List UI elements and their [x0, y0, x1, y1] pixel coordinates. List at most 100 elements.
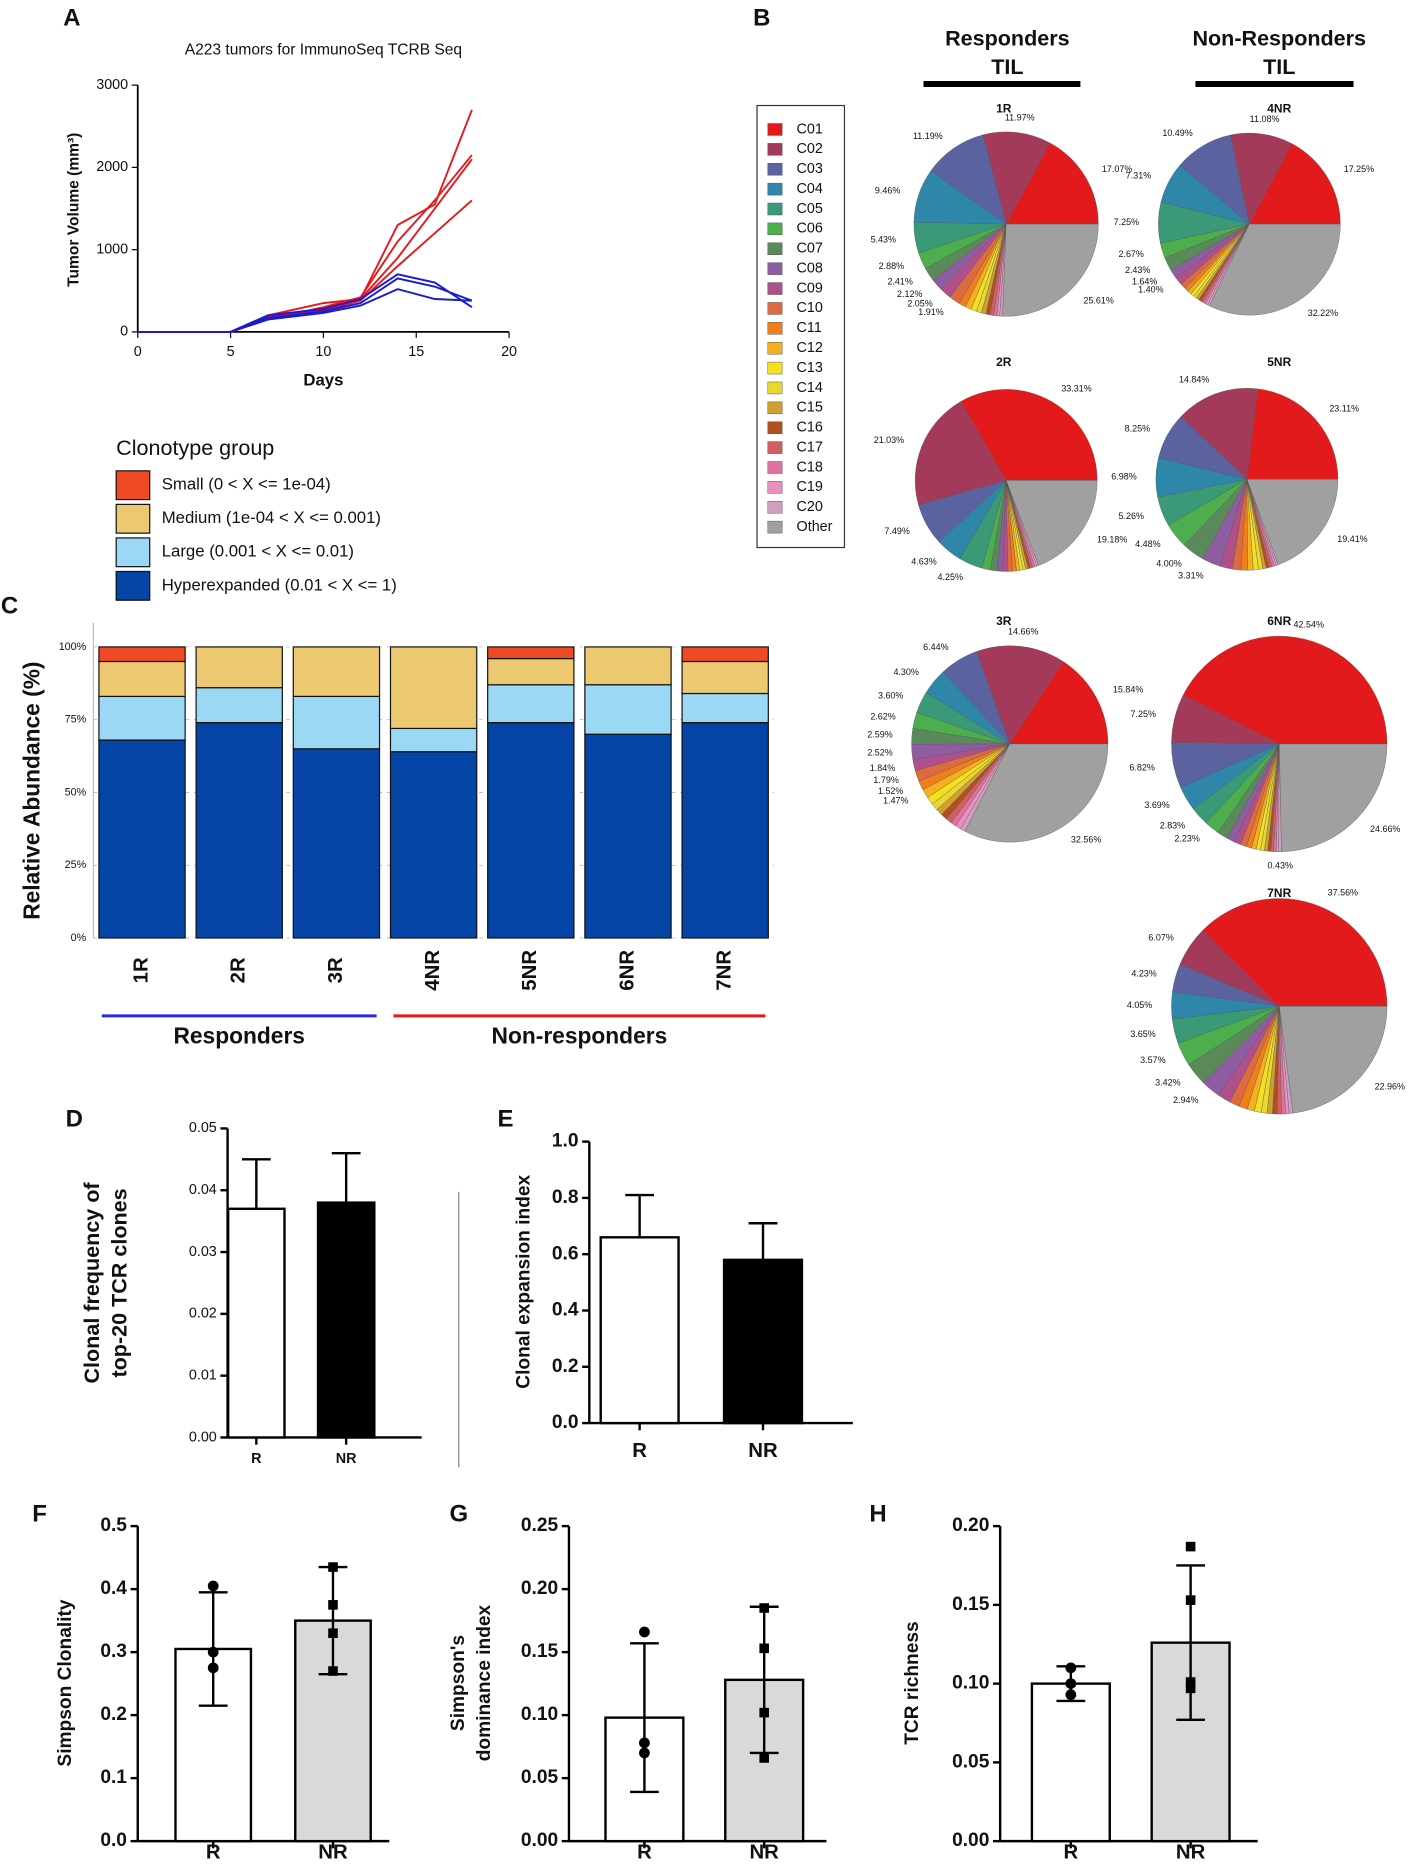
pie-slice [1249, 143, 1341, 225]
bar-segment [389, 751, 478, 939]
pie-value-label: 19.18% [1097, 535, 1127, 545]
pie-value-label: 4.23% [1131, 968, 1156, 978]
pie-value-label: 1.79% [873, 775, 898, 785]
y-tick-label: 0.0 [552, 1412, 579, 1433]
line-series [137, 109, 473, 333]
bar [316, 1201, 376, 1439]
pie-value-label: 1.52% [878, 786, 903, 796]
legend-swatch [767, 143, 783, 156]
pie-value-label: 6.98% [1111, 472, 1136, 482]
legend-swatch [115, 570, 151, 601]
pie-value-label: 9.46% [875, 185, 900, 195]
y-tick-label: 25% [65, 859, 87, 871]
pie-value-label: 2.52% [867, 748, 892, 758]
x-tick-label: R [251, 1451, 262, 1467]
x-tick-label: 4NR [422, 950, 444, 991]
data-point [1185, 1541, 1196, 1552]
x-tick-label: NR [318, 1841, 348, 1863]
y-tick-label: 0.8 [552, 1187, 579, 1208]
pie-value-label: 1.40% [1138, 285, 1163, 295]
x-tick-label: NR [748, 1440, 778, 1462]
y-tick-label: 75% [65, 714, 87, 726]
y-tick-label: 0.20 [521, 1578, 558, 1599]
panel-label: F [32, 1501, 47, 1528]
y-axis-label: dominance index [474, 1604, 495, 1761]
panel-label: B [753, 5, 770, 32]
pie-value-label: 23.11% [1329, 404, 1359, 414]
pie-value-label: 4.48% [1135, 539, 1160, 549]
y-tick-label: 0.05 [521, 1767, 559, 1788]
pie-slice [964, 743, 1109, 843]
pie-value-label: 2.12% [897, 289, 922, 299]
legend-label: C03 [797, 161, 823, 177]
pie-value-label: 10.49% [1162, 128, 1192, 138]
group-label: TIL [991, 54, 1023, 79]
y-tick-label: 0.0 [100, 1830, 127, 1851]
x-tick-label: 1R [130, 957, 152, 983]
pie-value-label: 2.62% [870, 711, 895, 721]
data-point [639, 1626, 650, 1638]
pie-value-label: 6.07% [1148, 933, 1173, 943]
data-point [759, 1707, 769, 1718]
pie-value-label: 15.84% [1113, 685, 1143, 695]
pie-value-label: 3.42% [1155, 1078, 1180, 1088]
legend-swatch [767, 202, 783, 216]
y-tick-label: 0.20 [952, 1515, 989, 1536]
legend-swatch [767, 481, 783, 494]
bar-segment [487, 657, 575, 686]
y-tick-label: 0.02 [189, 1306, 217, 1322]
pie-value-label: 11.97% [1005, 113, 1035, 123]
x-tick-label: NR [749, 1841, 779, 1863]
y-tick-label: 0.00 [521, 1830, 558, 1851]
legend-swatch [115, 537, 151, 568]
y-tick-label: 0.15 [952, 1594, 990, 1615]
y-tick-label: 0.15 [521, 1641, 559, 1662]
pie-title: 6NR [1267, 614, 1291, 628]
y-axis-label: top-20 TCR clones [107, 1188, 132, 1377]
x-tick-label: 6NR [616, 950, 638, 991]
pie-value-label: 14.66% [1008, 626, 1038, 636]
y-axis-label: Tumor Volume (mm³) [65, 133, 82, 287]
pie-value-label: 5.43% [871, 235, 896, 245]
y-tick-label: 0.03 [189, 1244, 217, 1260]
panel-label: C [1, 593, 18, 620]
y-tick-label: 0% [71, 932, 87, 944]
pie-title: 7NR [1267, 886, 1291, 900]
pie-value-label: 4.00% [1156, 559, 1181, 569]
x-tick-label: R [1063, 1841, 1078, 1863]
legend-label: C04 [797, 181, 823, 197]
y-tick-label: 0.10 [521, 1704, 558, 1725]
pie-value-label: 22.96% [1375, 1081, 1405, 1091]
pie-value-label: 3.60% [878, 691, 903, 701]
pie-value-label: 1.47% [883, 795, 908, 805]
data-point [1185, 1595, 1196, 1605]
y-tick-label: 100% [59, 641, 87, 653]
x-tick-label: NR [1176, 1841, 1206, 1863]
bar [226, 1207, 286, 1439]
y-axis-label: Relative Abundance (%) [19, 662, 45, 920]
pie-value-label: 2.41% [887, 277, 912, 287]
bar-segment [292, 748, 381, 939]
pie-value-label: 33.31% [1061, 384, 1091, 394]
legend-swatch [767, 222, 783, 236]
bar-segment [98, 646, 186, 663]
legend-label: C18 [797, 459, 823, 475]
pie-slice [1202, 898, 1388, 1007]
x-tick-label: 15 [408, 344, 424, 360]
y-tick-label: 0.4 [552, 1300, 579, 1321]
data-point [207, 1580, 219, 1592]
y-tick-label: 0.5 [100, 1515, 127, 1536]
bar-segment [98, 739, 186, 939]
legend-label: C07 [797, 241, 823, 257]
pie-value-label: 11.19% [913, 131, 943, 141]
y-axis-label: Clonal frequency of [79, 1182, 104, 1384]
y-tick-label: 0.6 [552, 1243, 579, 1264]
x-tick-label: 3R [325, 957, 347, 983]
pie-value-label: 42.54% [1294, 619, 1324, 629]
legend-swatch [767, 501, 783, 514]
bar-segment [681, 646, 769, 663]
data-point [328, 1666, 338, 1676]
pie-title: 3R [996, 614, 1012, 628]
y-axis-label: TCR richness [902, 1621, 923, 1745]
